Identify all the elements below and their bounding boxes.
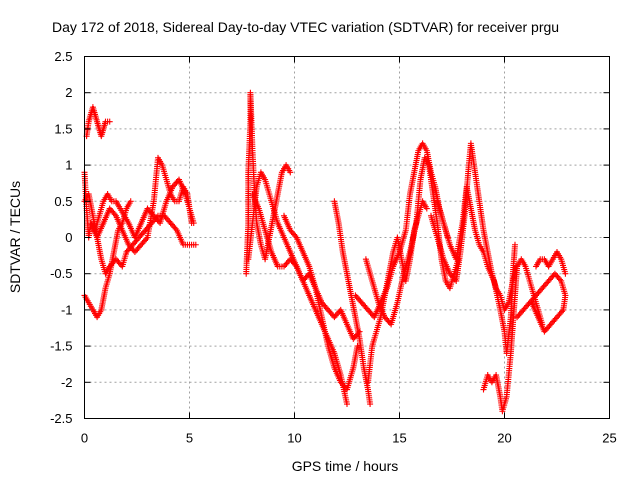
data-point (556, 276, 563, 283)
data-point (528, 299, 535, 306)
x-tick-label: 15 (392, 431, 406, 446)
y-tick-label: 2 (65, 85, 72, 100)
data-point (127, 198, 134, 205)
y-tick-label: 0.5 (54, 194, 72, 209)
data-point (192, 241, 199, 248)
y-tick-label: -1 (61, 302, 73, 317)
data-point (354, 343, 361, 350)
x-tick-label: 20 (497, 431, 511, 446)
data-point (423, 205, 430, 212)
data-point (143, 235, 150, 242)
data-point (367, 401, 374, 408)
axis-ticks: 0 5 10 15 20 25 2.5 2 1.5 1 0.5 0 -0.5 -1 -1.5 -2 -2.5 (50, 49, 617, 446)
y-axis-label: SDTVAR / TECUs (7, 181, 23, 293)
x-tick-label: 5 (186, 431, 193, 446)
y-tick-label: 1 (65, 158, 72, 173)
data-point (111, 211, 118, 218)
scatter-points (81, 89, 569, 415)
y-tick-label: 0 (65, 230, 72, 245)
y-tick-label: -0.5 (50, 266, 72, 281)
data-point (106, 118, 113, 125)
x-tick-label: 25 (602, 431, 616, 446)
y-tick-label: -1.5 (50, 339, 72, 354)
data-point (172, 225, 179, 232)
data-point (188, 220, 195, 227)
data-point (292, 233, 299, 240)
data-point (292, 262, 299, 269)
data-point (562, 270, 569, 277)
data-point (512, 241, 518, 248)
y-tick-label: -2 (61, 375, 73, 390)
y-tick-label: 1.5 (54, 121, 72, 136)
data-point (287, 169, 294, 176)
y-tick-label: 2.5 (54, 49, 72, 64)
chart-title: Day 172 of 2018, Sidereal Day-to-day VTE… (52, 19, 559, 35)
data-point (344, 401, 350, 408)
x-tick-label: 10 (287, 431, 301, 446)
y-tick-label: -2.5 (50, 411, 72, 426)
data-point (153, 214, 160, 221)
x-axis-label: GPS time / hours (292, 458, 399, 474)
x-tick-label: 0 (81, 431, 88, 446)
grid (84, 56, 610, 419)
